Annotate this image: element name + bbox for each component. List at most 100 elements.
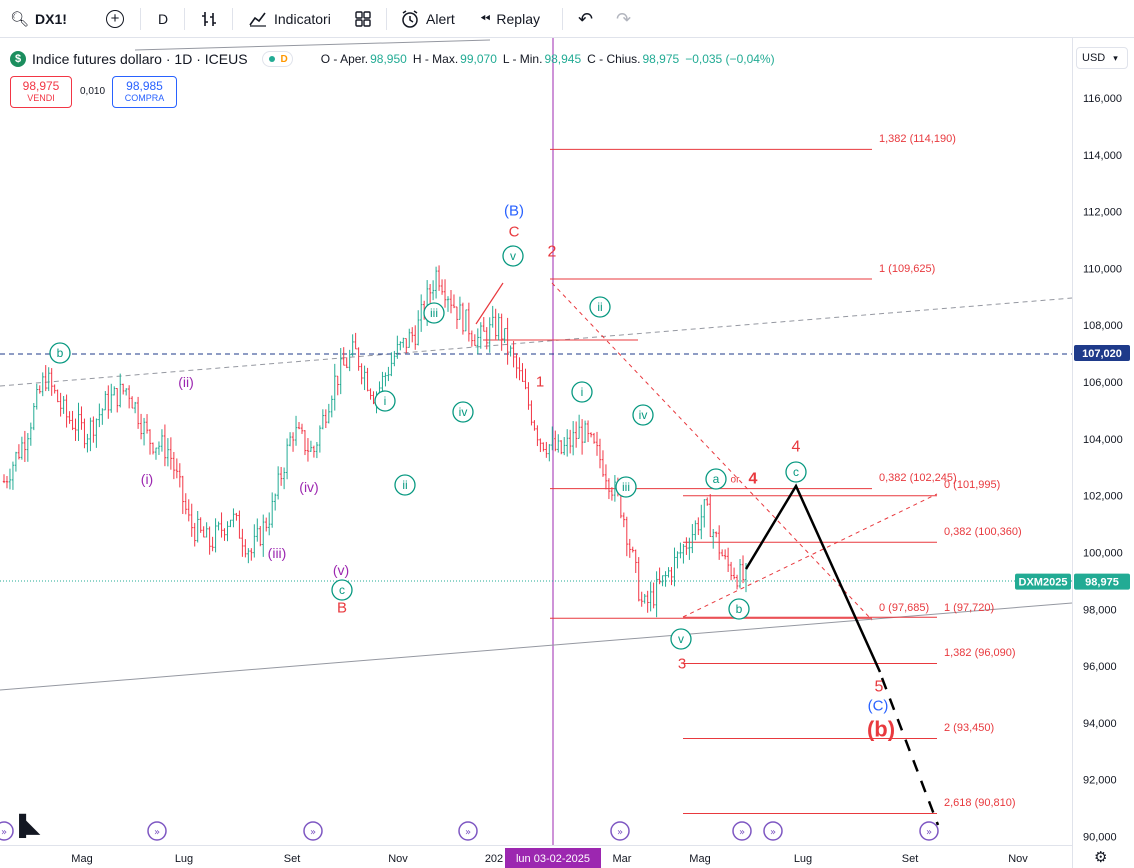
open-value: 98,950 [370,52,407,66]
wave-label: ii [402,478,407,492]
toolbar-divider [140,8,141,30]
fib-level-label: 1,382 (96,090) [944,647,1016,659]
wave-circle [785,461,807,483]
gear-icon: ⚙︎ [1094,849,1108,866]
crosshair-date-box [505,848,601,868]
time-tick-label: Mar [613,853,632,865]
sell-label: VENDI [27,93,55,103]
fib-level-label: 0,382 (102,245) [879,472,957,484]
dollar-icon: $ [10,51,26,67]
projection-solid [744,483,882,673]
undo-button[interactable]: ↶ [578,0,593,38]
fib-level-label: 0,382 (100,360) [944,526,1022,538]
wave-label: b [736,602,743,616]
time-tick-label: 202 [485,853,503,865]
time-tick-label: Mag [689,853,710,865]
alert-button[interactable]: Alert [400,0,455,38]
price-tick-label: 98,000 [1083,604,1117,616]
wave-label: v [510,249,516,263]
market-status-dot [268,56,275,62]
currency-label: USD [1082,52,1106,64]
spread-value: 0,010 [80,86,106,97]
wave-labels: (B) C 2 1 3 4 4 5(C) (b) Bor (i) (ii) (iii) (iv) (v) b c… [49,202,895,742]
wave-label: b [57,346,64,360]
wave-label: B [337,599,347,616]
price-tick-label: 114,000 [1083,150,1122,162]
symbol-search[interactable]: 🔍︎ DX1! [10,0,67,38]
event-marker-glyph: » [154,827,160,838]
event-marker-icon [458,821,478,841]
interval-button[interactable]: D [158,0,168,38]
tradingview-logo: ▐◣ [12,815,40,837]
wave-circle [452,401,474,423]
settings-button[interactable]: ⚙︎ [1094,848,1107,866]
indicators-button[interactable]: Indicatori [248,0,331,38]
wave-circle [331,579,353,601]
toolbar-divider [184,8,185,30]
price-tick-label: 96,000 [1083,661,1117,673]
wave-label: (b) [867,717,895,742]
wave-c-channel [475,282,504,325]
buy-price: 98,985 [126,79,163,93]
legend-title[interactable]: Indice futures dollaro · 1D · ICEUS [32,51,248,67]
price-tick-label: 94,000 [1083,718,1117,730]
currency-selector[interactable]: USD ▾ [1076,47,1128,69]
time-tick-label: Set [284,853,301,865]
search-icon: 🔍︎ [10,11,30,28]
wave-label: 4 [749,471,758,488]
event-marker-icon [610,821,630,841]
wave-label: iv [639,408,648,422]
wave-circle [502,245,524,267]
status-dots[interactable]: D [261,51,293,67]
price-chart[interactable]: 1,382 (114,190) 1 (109,625) 0,382 (102,245… [0,38,1134,868]
interval-label: D [158,11,169,27]
event-marker-glyph: » [926,827,932,838]
crosshair-date-label: lun 03-02-2025 [516,853,590,865]
wave-circle [705,468,727,490]
alarm-clock-icon [402,10,418,28]
redo-button[interactable]: ↷ [616,0,631,38]
price-tag-box [1074,573,1130,590]
chart-type-button[interactable] [200,0,218,38]
price-tag-box [1074,345,1130,362]
triangle-upper-line [551,282,873,621]
plus-circle-icon: + [106,10,124,28]
close-value: 98,975 [642,52,680,66]
fib-level-label: 0 (97,685) [879,602,929,614]
buy-button[interactable]: 98,985 COMPRA [112,76,177,108]
wave-circle [423,302,445,324]
wave-label: (B) [504,202,524,219]
grid-icon [355,11,371,27]
wave-circle [374,390,396,412]
open-label: O - Aper. [320,52,369,66]
time-tick-label: Nov [1008,853,1028,865]
compare-button[interactable]: + [106,0,124,38]
replay-button[interactable]: ⏪︎ Replay [480,0,540,38]
low-value: 98,945 [544,52,582,66]
wave-label: (v) [333,562,349,578]
price-tag-label: 98,975 [1085,577,1119,589]
sell-button[interactable]: 98,975 VENDI [10,76,72,108]
layouts-button[interactable] [354,0,372,38]
fib-level-label: 0 (101,995) [944,479,1000,491]
wave-label: C [509,223,520,240]
wave-label: 3 [678,655,686,672]
redo-icon: ↷ [616,8,632,29]
wave-label: 2 [548,244,557,261]
event-marker-glyph: » [310,827,316,838]
wave-label: c [339,583,345,597]
wave-label: i [581,385,584,399]
high-value: 99,070 [460,52,497,66]
wave-label: a [713,472,720,486]
wave-label: 5 [875,679,884,696]
price-tag-box [1015,573,1071,590]
price-tick-label: 102,000 [1083,491,1123,503]
event-marker-icon [919,821,939,841]
wave-label: c [793,465,799,479]
event-marker-icon [732,821,752,841]
time-axis: Mag Lug Set Nov 202 Mar Mag Lug Set Nov lun 03-02-… [0,821,1028,868]
top-toolbar: 🔍︎ DX1! + D Indicatori Alert ⏪︎ Replay ↶… [0,0,1134,38]
price-tick-label: 104,000 [1083,434,1123,446]
projection-dashed [880,677,940,826]
wave-label: iv [459,405,468,419]
